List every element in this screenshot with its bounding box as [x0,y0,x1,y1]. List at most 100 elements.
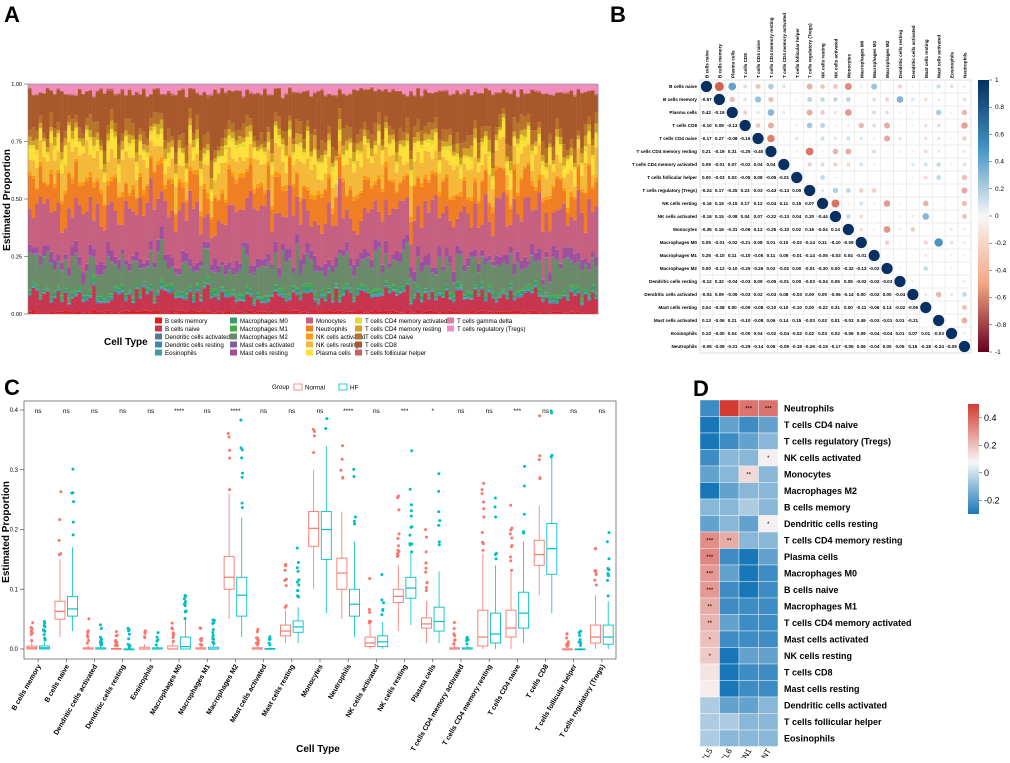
stacked-segment [110,90,114,109]
stacked-segment [438,152,442,160]
stacked-segment [338,130,342,135]
stacked-segment [342,251,346,256]
stacked-segment [342,218,346,250]
stacked-segment [498,168,502,199]
stacked-segment [42,84,46,92]
stacked-segment [178,165,182,179]
stacked-segment [406,284,410,285]
legend-swatch [355,342,362,348]
stacked-segment [594,147,598,177]
stacked-segment [195,130,199,139]
stacked-segment [352,302,356,311]
stacked-segment [356,143,360,150]
stacked-segment [587,144,591,163]
stacked-segment [42,181,46,183]
stacked-segment [238,173,242,178]
corr-circle [807,84,813,90]
stacked-segment [242,300,246,301]
stacked-segment [395,172,399,191]
stacked-segment [416,292,420,293]
stacked-segment [516,96,520,97]
stacked-segment [434,93,438,118]
stacked-segment [188,130,192,144]
corr-diagonal-dot [727,107,738,118]
stacked-segment [470,84,474,94]
stacked-segment [188,108,192,118]
stacked-segment [566,258,570,296]
boxplot-outlier [184,595,187,598]
stacked-segment [160,129,164,135]
stacked-segment [584,163,588,192]
stacked-segment [498,298,502,312]
stacked-segment [520,130,524,134]
stacked-segment [324,190,328,224]
stacked-segment [210,238,214,264]
stacked-segment [555,302,559,303]
corr-circle [911,98,915,102]
stacked-segment [395,312,399,314]
stacked-segment [142,190,146,196]
stacked-segment [114,94,118,95]
stacked-segment [463,156,467,159]
stacked-segment [235,162,239,180]
stacked-segment [128,295,132,312]
stacked-segment [188,285,192,287]
stacked-segment [327,94,331,95]
stacked-segment [473,286,477,288]
stacked-segment [213,259,217,271]
stacked-segment [516,261,520,262]
stacked-segment [374,295,378,296]
stacked-segment [388,84,392,91]
stacked-segment [366,131,370,140]
stacked-segment [78,293,82,311]
stacked-segment [413,126,417,137]
stacked-segment [49,302,53,303]
stacked-segment [513,311,517,314]
stacked-segment [110,298,114,299]
stacked-segment [349,145,353,158]
corr-value: 0.15 [792,201,801,206]
stacked-segment [520,294,524,295]
stacked-segment [570,292,574,312]
stacked-segment [434,132,438,135]
corr-value: 0.16 [805,227,814,232]
stacked-segment [520,296,524,297]
stacked-segment [562,295,566,296]
stacked-segment [256,147,260,151]
stacked-segment [413,143,417,148]
stacked-segment [381,84,385,90]
stacked-segment [477,93,481,94]
stacked-segment [484,301,488,302]
stacked-segment [252,303,256,304]
stacked-segment [530,255,534,286]
corr-value: -0.08 [727,136,738,141]
stacked-segment [459,158,463,165]
stacked-segment [89,292,93,295]
legend-swatch [447,318,454,324]
stacked-segment [306,90,310,91]
stacked-segment [309,293,313,313]
stacked-segment [356,295,360,311]
stacked-segment [60,91,64,142]
stacked-segment [35,247,39,253]
stacked-segment [423,142,427,151]
stacked-segment [188,88,192,89]
stacked-segment [559,294,563,296]
stacked-segment [573,254,577,264]
stacked-segment [423,289,427,291]
stacked-segment [263,147,267,152]
stacked-segment [381,150,385,151]
stacked-segment [295,295,299,296]
stacked-segment [121,312,125,314]
corr-circle [820,97,825,102]
stacked-segment [423,201,427,256]
legend-label: Normal [305,385,325,392]
stacked-segment [39,140,43,162]
stacked-segment [228,311,232,314]
boxplot-outlier [143,630,146,633]
stacked-segment [402,93,406,94]
stacked-segment [406,141,410,145]
corr-circle [872,124,876,128]
stacked-segment [281,290,285,293]
stacked-segment [71,131,75,139]
